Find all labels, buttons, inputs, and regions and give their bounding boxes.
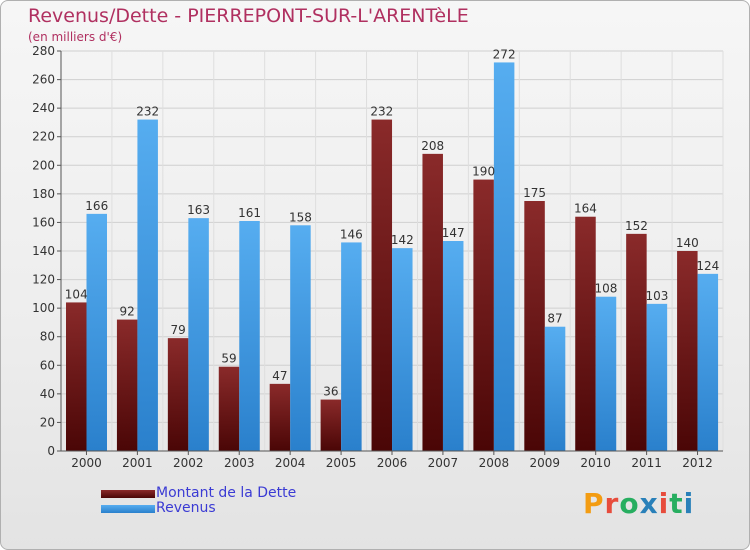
logo-letter: P bbox=[583, 487, 605, 520]
bar-revenus bbox=[697, 273, 719, 451]
x-tick-label: 2006 bbox=[377, 456, 408, 470]
bar-dette bbox=[116, 319, 138, 451]
bar-revenus bbox=[239, 221, 260, 451]
y-tick-label: 220 bbox=[32, 130, 55, 144]
y-tick-label: 80 bbox=[40, 330, 55, 344]
data-label: 36 bbox=[323, 385, 338, 399]
data-label: 108 bbox=[595, 282, 618, 296]
data-label: 152 bbox=[625, 219, 648, 233]
x-tick-label: 2012 bbox=[682, 456, 713, 470]
bar-revenus bbox=[646, 303, 668, 451]
bar-dette bbox=[320, 399, 342, 451]
bar-dette bbox=[473, 179, 494, 452]
data-label: 103 bbox=[645, 289, 668, 303]
logo-letter: i bbox=[658, 487, 670, 520]
bar-dette bbox=[422, 153, 443, 451]
x-tick-label: 2011 bbox=[631, 456, 662, 470]
data-label: 79 bbox=[170, 323, 185, 337]
y-tick-label: 280 bbox=[32, 44, 55, 58]
y-tick-label: 200 bbox=[32, 158, 55, 172]
data-label: 146 bbox=[340, 227, 363, 241]
x-tick-label: 2009 bbox=[529, 456, 560, 470]
data-label: 190 bbox=[472, 165, 495, 179]
logo-letter: o bbox=[619, 487, 640, 520]
bar-dette bbox=[269, 383, 291, 451]
y-tick-label: 120 bbox=[32, 273, 55, 287]
y-tick-label: 40 bbox=[40, 387, 55, 401]
legend-label-revenus: Revenus bbox=[156, 500, 216, 516]
legend-label-dette: Montant de la Dette bbox=[156, 485, 297, 501]
legend-swatch-revenus bbox=[101, 505, 155, 513]
data-label: 59 bbox=[221, 352, 236, 366]
bar-dette bbox=[66, 302, 87, 451]
bar-dette bbox=[626, 233, 647, 451]
x-tick-label: 2004 bbox=[275, 456, 306, 470]
y-tick-label: 260 bbox=[32, 73, 55, 87]
x-tick-label: 2002 bbox=[173, 456, 204, 470]
data-label: 175 bbox=[523, 186, 546, 200]
data-label: 104 bbox=[65, 287, 88, 301]
data-label: 164 bbox=[574, 202, 597, 216]
logo-letter: x bbox=[639, 487, 659, 520]
y-tick-label: 180 bbox=[32, 187, 55, 201]
y-tick-label: 140 bbox=[32, 244, 55, 258]
y-tick-label: 240 bbox=[32, 101, 55, 115]
data-label: 163 bbox=[187, 203, 210, 217]
data-label: 232 bbox=[136, 105, 159, 119]
data-label: 166 bbox=[85, 199, 108, 213]
x-tick-label: 2010 bbox=[580, 456, 611, 470]
bar-revenus bbox=[86, 213, 107, 451]
logo-letter: i bbox=[683, 487, 695, 520]
y-tick-label: 160 bbox=[32, 215, 55, 229]
bar-chart: 1041669223279163591614715836146232142208… bbox=[32, 44, 724, 470]
y-tick-label: 0 bbox=[47, 444, 55, 458]
data-label: 87 bbox=[547, 312, 562, 326]
bar-revenus bbox=[290, 225, 311, 451]
data-label: 47 bbox=[272, 369, 287, 383]
proxiti-logo: Proxiti bbox=[583, 487, 694, 520]
legend-swatch-dette bbox=[101, 490, 155, 498]
y-tick-label: 60 bbox=[40, 358, 55, 372]
bar-dette bbox=[371, 119, 393, 452]
chart-subtitle: (en milliers d'€) bbox=[28, 30, 123, 44]
bar-revenus bbox=[442, 241, 464, 451]
x-tick-label: 2008 bbox=[479, 456, 510, 470]
data-label: 161 bbox=[238, 206, 261, 220]
data-label: 232 bbox=[370, 105, 393, 119]
bar-dette bbox=[677, 251, 698, 451]
bar-dette bbox=[575, 216, 596, 451]
data-label: 147 bbox=[442, 226, 465, 240]
logo-letter: r bbox=[604, 487, 620, 520]
bar-dette bbox=[524, 201, 545, 451]
bar-revenus bbox=[188, 218, 209, 451]
y-tick-label: 100 bbox=[32, 301, 55, 315]
data-label: 142 bbox=[391, 233, 414, 247]
data-label: 92 bbox=[120, 305, 135, 319]
bar-revenus bbox=[595, 296, 617, 451]
data-label: 272 bbox=[493, 47, 516, 61]
data-label: 208 bbox=[421, 139, 444, 153]
bar-dette bbox=[167, 338, 189, 451]
x-tick-label: 2007 bbox=[428, 456, 459, 470]
y-tick-label: 20 bbox=[40, 415, 55, 429]
bar-revenus bbox=[137, 119, 158, 452]
data-label: 124 bbox=[696, 259, 719, 273]
bar-revenus bbox=[544, 326, 566, 451]
bar-revenus bbox=[341, 242, 362, 451]
x-tick-label: 2001 bbox=[122, 456, 153, 470]
bar-revenus bbox=[392, 248, 413, 451]
x-tick-label: 2005 bbox=[326, 456, 357, 470]
data-label: 158 bbox=[289, 210, 312, 224]
x-tick-label: 2003 bbox=[224, 456, 255, 470]
chart-title: Revenus/Dette - PIERREPONT-SUR-L'ARENTèL… bbox=[28, 5, 469, 27]
bar-dette bbox=[218, 366, 240, 451]
data-label: 140 bbox=[676, 236, 699, 250]
bar-revenus bbox=[493, 62, 515, 452]
logo-letter: t bbox=[669, 487, 684, 520]
x-tick-label: 2000 bbox=[71, 456, 102, 470]
